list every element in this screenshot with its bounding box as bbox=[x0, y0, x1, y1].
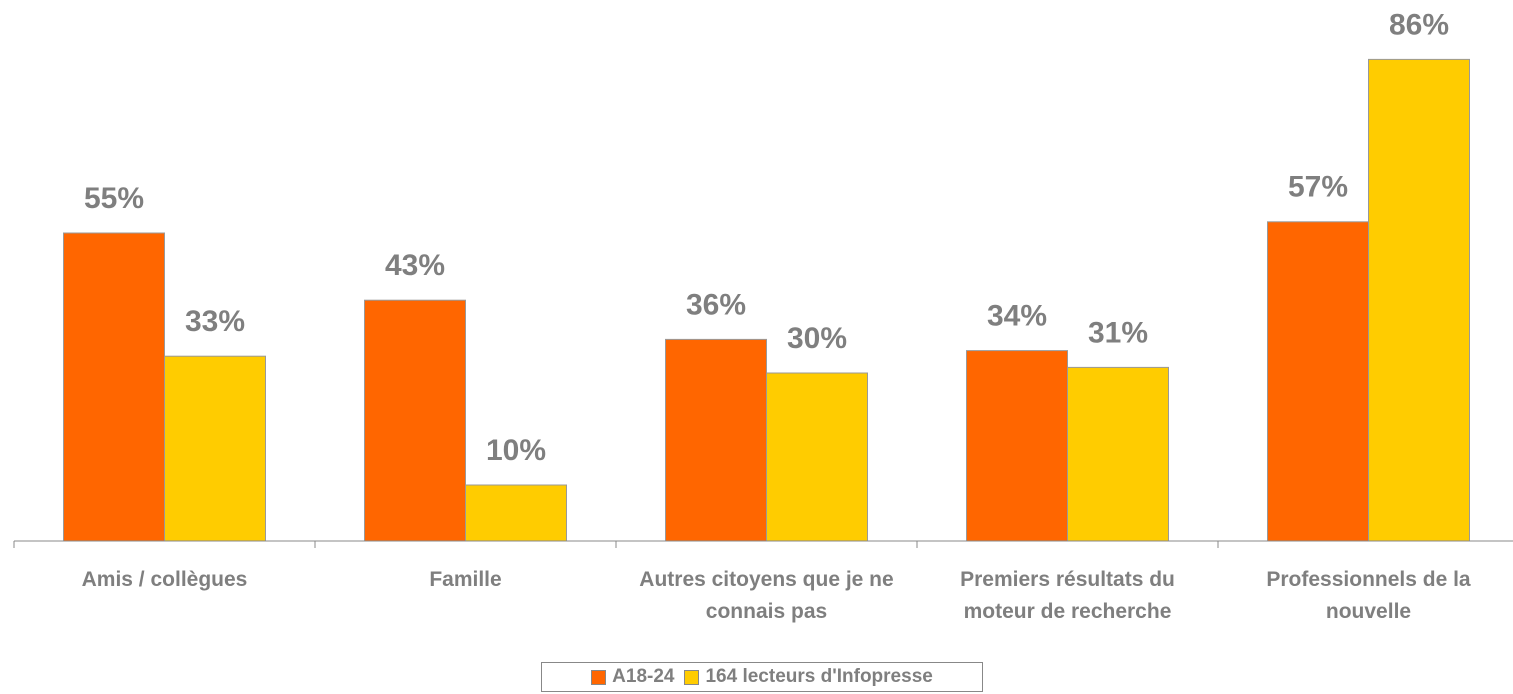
value-label: 34% bbox=[987, 300, 1047, 333]
value-label: 43% bbox=[385, 249, 445, 282]
value-label: 36% bbox=[686, 288, 746, 321]
bar bbox=[1368, 58, 1470, 542]
value-label: 10% bbox=[486, 434, 546, 467]
bar bbox=[63, 232, 165, 542]
legend-label: 164 lecteurs d'Infopresse bbox=[705, 666, 933, 687]
x-tick-label: Premiers résultats du moteur de recherch… bbox=[960, 568, 1175, 623]
x-tick-label: Amis / collègues bbox=[81, 568, 248, 591]
bar bbox=[465, 484, 567, 542]
bar bbox=[966, 350, 1068, 542]
bar bbox=[1067, 366, 1169, 542]
legend-item: 164 lecteurs d'Infopresse bbox=[684, 666, 933, 688]
bar bbox=[766, 372, 868, 542]
value-label: 57% bbox=[1288, 171, 1348, 204]
bar bbox=[665, 338, 767, 542]
legend-swatch bbox=[684, 669, 700, 685]
bar bbox=[1267, 221, 1369, 542]
bar bbox=[164, 355, 266, 542]
x-tick-label: Professionnels de la nouvelle bbox=[1266, 568, 1471, 623]
legend: A18-24 164 lecteurs d'Infopresse bbox=[541, 662, 983, 692]
value-label: 30% bbox=[787, 322, 847, 355]
value-label: 31% bbox=[1088, 316, 1148, 349]
legend-item: A18-24 bbox=[591, 666, 674, 688]
bar bbox=[364, 299, 466, 542]
value-label: 55% bbox=[84, 182, 144, 215]
legend-swatch bbox=[591, 669, 607, 685]
value-label: 86% bbox=[1389, 8, 1449, 41]
value-label: 33% bbox=[185, 305, 245, 338]
x-tick-label: Famille bbox=[429, 568, 502, 591]
x-tick-label: Autres citoyens que je ne connais pas bbox=[639, 568, 894, 623]
legend-label: A18-24 bbox=[612, 666, 675, 687]
